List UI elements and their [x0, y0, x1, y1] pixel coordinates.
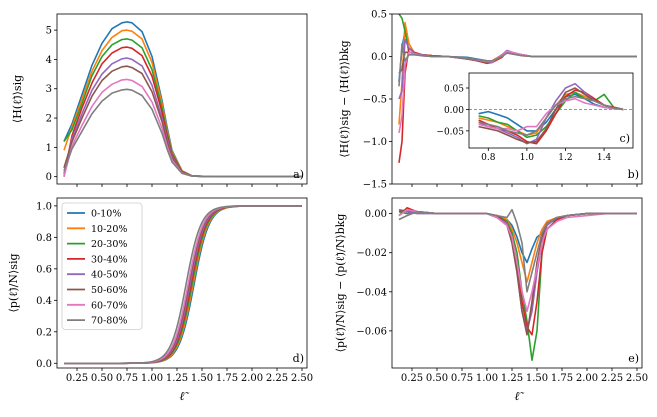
series-line-0-10pct — [63, 21, 302, 178]
y-tick-label: 0 — [46, 172, 52, 183]
y-tick-label: 0.00 — [365, 209, 387, 220]
y-axis-label: ⟨H(ℓ̃)⟩sig − ⟨H(ℓ̃)⟩bkg — [338, 40, 351, 157]
y-tick-label: −1.0 — [363, 137, 387, 148]
legend-box — [61, 202, 143, 330]
x-tick-label: 1.75 — [216, 373, 238, 384]
y-tick-label: −0.04 — [356, 287, 387, 298]
x-tick-label: 2.00 — [241, 373, 263, 384]
axes-frame — [56, 13, 308, 185]
series-group — [63, 21, 302, 178]
x-tick-label: 1.4 — [597, 153, 612, 163]
x-tick-label: 1.25 — [501, 373, 523, 384]
y-tick-label: 0.8 — [36, 233, 52, 244]
series-line-20-30pct — [63, 38, 302, 178]
y-tick-label: 1 — [46, 143, 52, 154]
y-axis-label: ⟨H(ℓ̃)⟩sig — [11, 75, 24, 123]
y-tick-label: −0.02 — [356, 248, 387, 259]
y-tick-label: 0.6 — [36, 264, 52, 275]
legend-entry: 60-70% — [91, 300, 127, 311]
y-tick-label: 5 — [46, 26, 52, 37]
panel-label: e) — [628, 352, 639, 365]
x-tick-label: 0.75 — [116, 373, 138, 384]
y-tick-label: −0.06 — [356, 326, 387, 337]
series-group — [478, 82, 624, 145]
y-tick-label: 0.2 — [36, 327, 52, 338]
axes-frame — [56, 197, 308, 369]
y-tick-label: 0.00 — [444, 106, 464, 116]
axes-frame — [468, 72, 634, 149]
series-line-50-60pct — [63, 65, 302, 178]
y-tick-label: 2 — [46, 114, 52, 125]
x-axis-label: ℓ̃ — [180, 389, 190, 403]
x-tick-label: 1.50 — [191, 373, 213, 384]
series-line-60-70pct — [63, 78, 302, 178]
y-tick-label: 0.05 — [444, 85, 464, 95]
y-axis-label: ⟨p(ℓ̃)/N⟩sig — [7, 253, 20, 312]
series-line-70-80pct — [63, 88, 302, 178]
legend-entry: 70-80% — [91, 316, 127, 327]
x-tick-label: 1.2 — [558, 153, 572, 163]
x-tick-label: 0.25 — [66, 373, 88, 384]
x-tick-label: 1.75 — [551, 373, 573, 384]
legend-entry: 0-10% — [91, 209, 121, 220]
y-axis-label: ⟨p(ℓ̃)/N⟩sig − ⟨p(ℓ̃)/N⟩bkg — [334, 214, 347, 353]
x-tick-label: 0.50 — [91, 373, 113, 384]
x-tick-label: 0.25 — [401, 373, 423, 384]
series-line-70-80pct — [478, 95, 624, 136]
panel-b-plot: −1.5 −1.0 −0.5 0.0 0.5 ⟨H(ℓ̃)⟩sig − ⟨H(ℓ̃)⟩bk… — [338, 10, 643, 191]
legend-entry: 20-30% — [91, 239, 127, 250]
panel-label: a) — [293, 168, 304, 181]
series-line-70-80pct — [64, 205, 302, 365]
x-tick-label: 1.0 — [520, 153, 535, 163]
panel-label: c) — [620, 132, 630, 145]
y-tick-label: 1.0 — [36, 201, 52, 212]
panel-e-plot: 0.25 0.50 0.75 1.00 1.25 1.50 1.75 2.00 2.25 2.50… — [334, 197, 648, 403]
y-tick-label: 4 — [46, 55, 52, 66]
x-tick-label: 0.75 — [451, 373, 473, 384]
legend-entry: 10-20% — [91, 224, 127, 235]
legend: 0-10% 10-20% 20-30% 30-40% 40-50% 50-60% 60-70… — [61, 202, 143, 330]
y-tick-label: −0.5 — [363, 95, 387, 106]
y-tick-label: 3 — [46, 84, 52, 95]
series-group — [64, 205, 302, 365]
y-tick-label: 0.0 — [36, 359, 52, 370]
series-line-30-40pct — [63, 46, 302, 178]
series-line-70-80pct — [398, 208, 637, 293]
series-line-70-80pct — [398, 43, 637, 87]
x-tick-label: 0.8 — [481, 153, 496, 163]
panel-c-inset-plot: 0.8 1.0 1.2 1.4 −0.05 0.00 0.05 c) — [436, 72, 634, 163]
axes-frame — [391, 197, 643, 369]
series-line-40-50pct — [63, 57, 302, 178]
y-tick-label: 0.5 — [371, 10, 387, 21]
panel-d-plot: 0.25 0.50 0.75 1.00 1.25 1.50 1.75 2.00 2.25 2.50… — [7, 197, 313, 403]
x-tick-label: 2.50 — [626, 373, 648, 384]
x-tick-label: 2.50 — [291, 373, 313, 384]
x-tick-label: 1.50 — [526, 373, 548, 384]
series-group — [398, 14, 637, 163]
y-tick-label: −0.05 — [436, 127, 464, 137]
y-tick-label: 0.0 — [371, 52, 387, 63]
x-axis-label: ℓ̃ — [515, 389, 525, 403]
legend-entry: 30-40% — [91, 254, 127, 265]
x-tick-label: 0.50 — [426, 373, 448, 384]
panel-label: b) — [628, 168, 639, 181]
legend-entry: 50-60% — [91, 285, 127, 296]
y-tick-label: 0.4 — [36, 296, 52, 307]
legend-entry: 40-50% — [91, 270, 127, 281]
x-tick-label: 1.25 — [166, 373, 188, 384]
panel-a-plot: 0 1 2 3 4 5 ⟨H(ℓ̃)⟩sig a) — [11, 13, 308, 187]
x-tick-label: 1.00 — [476, 373, 498, 384]
y-tick-label: −1.5 — [363, 180, 387, 191]
x-tick-label: 2.25 — [601, 373, 623, 384]
series-group — [398, 207, 637, 361]
series-line-30-40pct — [478, 89, 624, 145]
x-tick-label: 1.00 — [141, 373, 163, 384]
panel-label: d) — [293, 352, 304, 365]
x-tick-label: 2.25 — [266, 373, 288, 384]
x-tick-label: 2.00 — [576, 373, 598, 384]
